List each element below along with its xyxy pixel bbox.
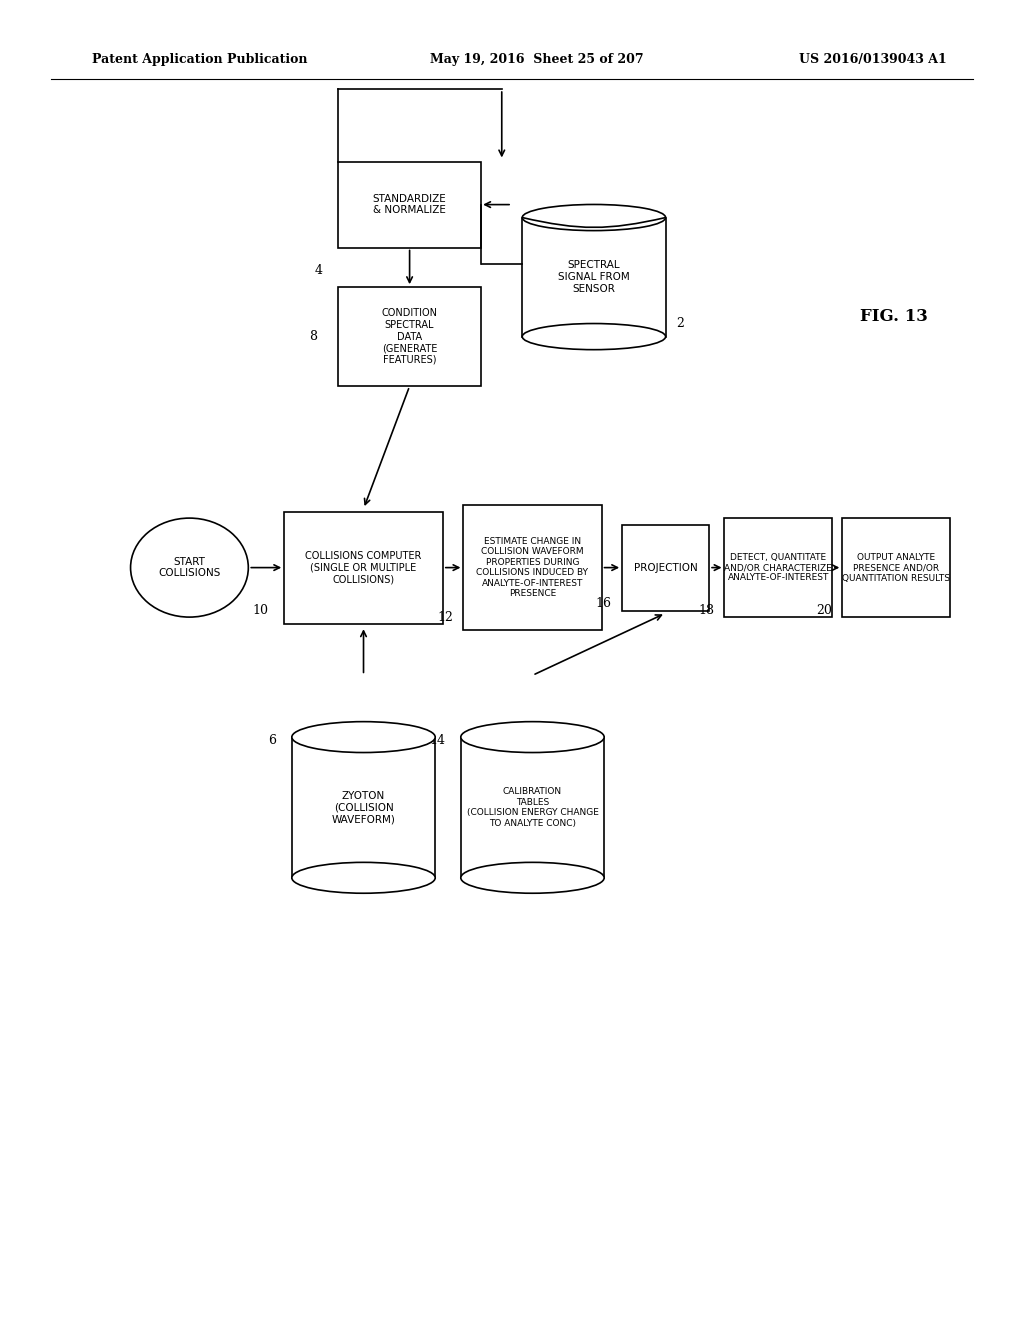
Text: COLLISIONS COMPUTER
(SINGLE OR MULTIPLE
COLLISIONS): COLLISIONS COMPUTER (SINGLE OR MULTIPLE …	[305, 550, 422, 585]
FancyBboxPatch shape	[292, 737, 435, 878]
Text: May 19, 2016  Sheet 25 of 207: May 19, 2016 Sheet 25 of 207	[430, 53, 644, 66]
FancyBboxPatch shape	[284, 512, 442, 624]
FancyBboxPatch shape	[522, 218, 666, 337]
Text: US 2016/0139043 A1: US 2016/0139043 A1	[799, 53, 946, 66]
Text: 10: 10	[253, 605, 268, 616]
Text: STANDARDIZE
& NORMALIZE: STANDARDIZE & NORMALIZE	[373, 194, 446, 215]
FancyBboxPatch shape	[461, 737, 604, 878]
Ellipse shape	[522, 205, 666, 231]
Text: CONDITION
SPECTRAL
DATA
(GENERATE
FEATURES): CONDITION SPECTRAL DATA (GENERATE FEATUR…	[382, 309, 437, 364]
Text: ZYOTON
(COLLISION
WAVEFORM): ZYOTON (COLLISION WAVEFORM)	[332, 791, 395, 824]
Ellipse shape	[292, 722, 435, 752]
Ellipse shape	[461, 722, 604, 752]
Ellipse shape	[461, 722, 604, 752]
Text: 14: 14	[429, 734, 445, 747]
Text: CALIBRATION
TABLES
(COLLISION ENERGY CHANGE
TO ANALYTE CONC): CALIBRATION TABLES (COLLISION ENERGY CHA…	[467, 787, 598, 828]
Ellipse shape	[292, 722, 435, 752]
Text: 20: 20	[816, 605, 831, 616]
FancyBboxPatch shape	[725, 519, 831, 618]
FancyBboxPatch shape	[463, 506, 602, 631]
Text: Patent Application Publication: Patent Application Publication	[92, 53, 307, 66]
Text: 6: 6	[268, 734, 276, 747]
Text: ESTIMATE CHANGE IN
COLLISION WAVEFORM
PROPERTIES DURING
COLLISIONS INDUCED BY
AN: ESTIMATE CHANGE IN COLLISION WAVEFORM PR…	[476, 537, 589, 598]
Text: 16: 16	[596, 598, 612, 610]
Text: PROJECTION: PROJECTION	[634, 562, 697, 573]
FancyBboxPatch shape	[338, 162, 481, 248]
Text: START
COLLISIONS: START COLLISIONS	[159, 557, 220, 578]
Ellipse shape	[131, 519, 248, 618]
Ellipse shape	[461, 862, 604, 894]
Text: DETECT, QUANTITATE
AND/OR CHARACTERIZE
ANALYTE-OF-INTEREST: DETECT, QUANTITATE AND/OR CHARACTERIZE A…	[724, 553, 833, 582]
Text: 8: 8	[309, 330, 317, 343]
FancyBboxPatch shape	[623, 524, 709, 610]
Text: 18: 18	[698, 605, 715, 616]
Ellipse shape	[292, 862, 435, 894]
Text: 4: 4	[314, 264, 323, 277]
Text: OUTPUT ANALYTE
PRESENCE AND/OR
QUANTITATION RESULTS: OUTPUT ANALYTE PRESENCE AND/OR QUANTITAT…	[842, 553, 950, 582]
Ellipse shape	[522, 323, 666, 350]
Text: 2: 2	[676, 317, 684, 330]
Text: 12: 12	[437, 611, 453, 623]
Text: FIG. 13: FIG. 13	[860, 309, 928, 325]
FancyBboxPatch shape	[842, 519, 950, 618]
Text: SPECTRAL
SIGNAL FROM
SENSOR: SPECTRAL SIGNAL FROM SENSOR	[558, 260, 630, 293]
FancyBboxPatch shape	[338, 288, 481, 385]
